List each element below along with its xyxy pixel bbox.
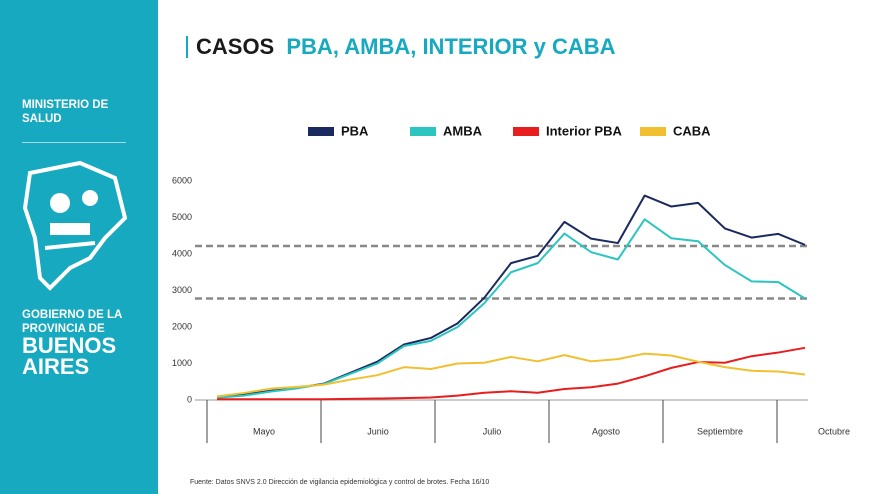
title: CASOS PBA, AMBA, INTERIOR y CABA: [196, 34, 616, 60]
legend-label: Interior PBA: [546, 123, 622, 138]
y-tick-label: 3000: [172, 285, 192, 295]
y-tick-label: 0: [187, 394, 192, 404]
title-sub: PBA, AMBA, INTERIOR y CABA: [286, 34, 616, 59]
province: BUENOS AIRES: [22, 333, 117, 379]
source: Fuente: Datos SNVS 2.0 Dirección de vigi…: [190, 479, 490, 486]
legend-label: PBA: [341, 123, 369, 138]
y-tick-label: 6000: [172, 175, 192, 185]
y-tick-label: 5000: [172, 212, 192, 222]
legend-label: CABA: [673, 123, 711, 138]
legend-swatch: [410, 127, 436, 136]
y-tick-label: 4000: [172, 248, 192, 258]
legend-swatch: [640, 127, 666, 136]
series-line: [216, 194, 806, 399]
series-line: [216, 352, 806, 398]
x-group-label: Junio: [367, 426, 389, 436]
divider: [22, 142, 126, 143]
series-line: [217, 346, 806, 401]
x-group-label: Mayo: [253, 426, 275, 436]
x-group-label: Julio: [483, 426, 502, 436]
x-group-label: Octubre: [818, 426, 850, 436]
y-tick-label: 2000: [172, 321, 192, 331]
x-group-label: Agosto: [592, 426, 620, 436]
legend-swatch: [513, 127, 539, 136]
y-tick-label: 1000: [172, 358, 192, 368]
logo: [22, 160, 128, 291]
title-bar: [186, 36, 188, 58]
title-main: CASOS: [196, 34, 275, 59]
legend-label: AMBA: [443, 123, 483, 138]
sidebar: [0, 0, 158, 494]
legend-swatch: [308, 127, 334, 136]
government: GOBIERNO DE LA PROVINCIA DE: [22, 309, 122, 335]
x-group-label: Septiembre: [697, 426, 743, 436]
ministry: MINISTERIO DE SALUD: [22, 99, 109, 125]
